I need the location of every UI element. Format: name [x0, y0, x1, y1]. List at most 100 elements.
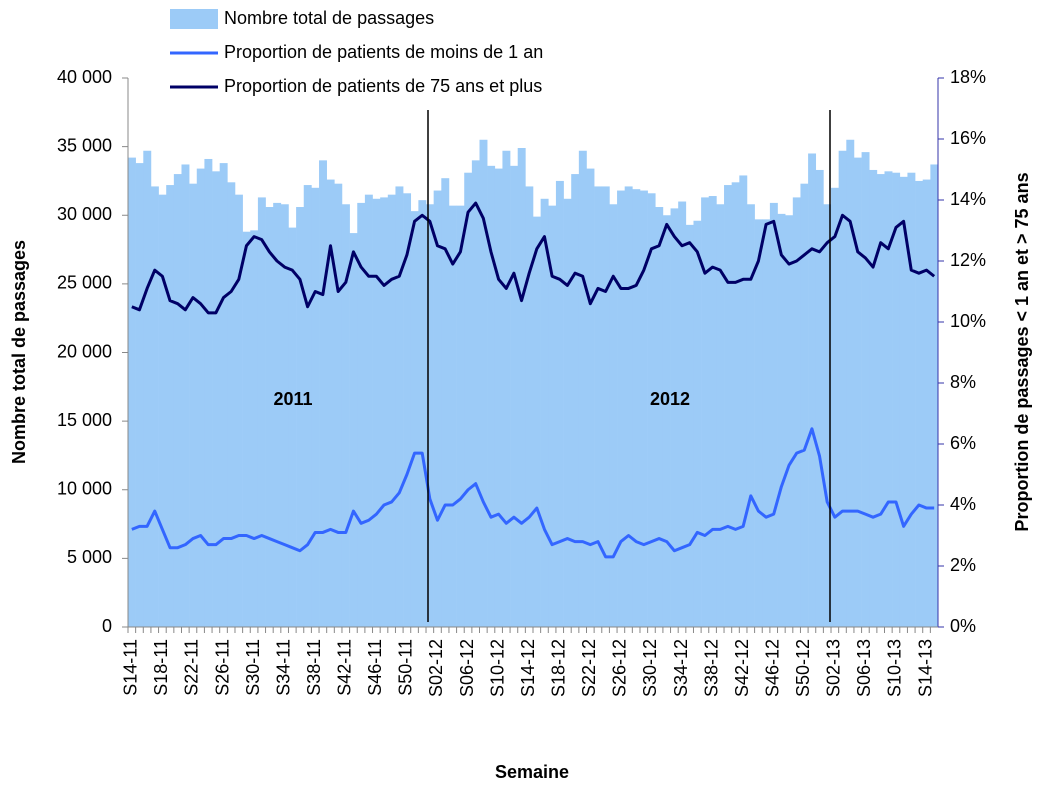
- bar: [181, 164, 190, 627]
- x-tick-label: S02-12: [426, 639, 446, 697]
- y-tick-label: 30 000: [57, 204, 112, 224]
- bar: [571, 174, 580, 627]
- bar: [563, 198, 572, 627]
- bar: [265, 207, 274, 627]
- x-tick-label: S38-11: [304, 639, 324, 696]
- x-tick-label: S50-11: [396, 639, 416, 696]
- bar: [189, 183, 198, 627]
- bar: [617, 190, 625, 628]
- x-tick-label: S34-12: [671, 639, 691, 697]
- bar: [227, 182, 236, 627]
- bar: [639, 190, 648, 628]
- x-tick-label: S14-13: [915, 639, 935, 697]
- bar: [128, 157, 136, 628]
- bar: [471, 160, 480, 627]
- bar: [372, 198, 381, 627]
- x-tick-label: S06-13: [854, 639, 874, 697]
- bar: [517, 147, 526, 627]
- bar: [594, 186, 603, 628]
- x-tick-label: S30-11: [243, 639, 263, 696]
- bar: [158, 194, 167, 627]
- bar: [762, 219, 771, 627]
- x-axis-title: Semaine: [495, 762, 569, 782]
- bar: [884, 171, 893, 627]
- bar: [678, 201, 687, 627]
- x-tick-label: S18-11: [151, 639, 171, 696]
- bar: [838, 150, 847, 627]
- legend-label: Proportion de patients de 75 ans et plus: [224, 76, 542, 96]
- bar: [823, 204, 832, 627]
- x-tick-label: S22-12: [579, 639, 599, 697]
- x-tick-label: S42-11: [335, 639, 355, 696]
- annotation: 2012: [650, 389, 690, 409]
- bar: [578, 150, 587, 627]
- bar: [448, 205, 457, 627]
- bar: [395, 186, 404, 628]
- bar: [257, 197, 266, 627]
- bar: [418, 200, 427, 627]
- bar: [196, 168, 205, 627]
- x-tick-label: S26-11: [212, 639, 232, 696]
- bar: [716, 204, 725, 627]
- bar: [662, 215, 671, 627]
- bar: [387, 194, 396, 627]
- bar: [280, 204, 289, 627]
- bar: [731, 182, 740, 627]
- bar: [808, 153, 817, 628]
- x-tick-label: S06-12: [457, 639, 477, 697]
- bar: [792, 197, 801, 627]
- bar: [173, 174, 182, 627]
- bar: [296, 207, 305, 627]
- bar: [853, 157, 862, 628]
- y-tick-label: 15 000: [57, 410, 112, 430]
- annotation: 2011: [273, 389, 312, 409]
- bar: [502, 150, 511, 627]
- bar: [364, 194, 373, 627]
- bar: [303, 185, 312, 627]
- bar: [892, 172, 901, 627]
- bar: [288, 227, 297, 628]
- bar: [555, 180, 564, 627]
- bar: [601, 186, 610, 628]
- bar: [533, 216, 541, 627]
- bar: [915, 180, 924, 627]
- bar: [800, 183, 809, 627]
- bar: [922, 179, 931, 627]
- bar: [739, 175, 748, 627]
- bar: [410, 211, 419, 627]
- bar: [876, 174, 885, 627]
- plot-area: [122, 77, 944, 633]
- x-tick-label: S10-13: [885, 639, 905, 697]
- bar: [479, 139, 488, 627]
- x-tick-label: S10-12: [487, 639, 507, 697]
- y2-tick-label: 10%: [950, 311, 986, 331]
- bar: [701, 197, 710, 627]
- bar: [846, 139, 855, 627]
- y-tick-label: 5 000: [67, 547, 112, 567]
- y-tick-label: 20 000: [57, 341, 112, 361]
- bar: [487, 165, 496, 627]
- x-tick-label: S18-12: [548, 639, 568, 697]
- x-tick-label: S42-12: [732, 639, 752, 697]
- legend-label: Nombre total de passages: [224, 8, 434, 28]
- y-tick-label: 40 000: [57, 67, 112, 87]
- bar: [510, 165, 519, 627]
- bar: [341, 204, 350, 627]
- y2-tick-label: 2%: [950, 555, 976, 575]
- y2-tick-label: 14%: [950, 189, 986, 209]
- bar: [899, 176, 908, 627]
- x-tick-label: S14-12: [518, 639, 538, 697]
- bar: [754, 219, 763, 627]
- bar: [930, 164, 939, 627]
- bar: [861, 152, 870, 628]
- bar: [204, 158, 213, 628]
- bar: [831, 187, 839, 628]
- bar: [242, 231, 251, 627]
- bar: [433, 190, 442, 628]
- bar: [143, 150, 152, 627]
- legend-swatch: [170, 9, 218, 29]
- bar: [319, 160, 327, 627]
- legend-label: Proportion de patients de moins de 1 an: [224, 42, 543, 62]
- bar: [357, 202, 366, 627]
